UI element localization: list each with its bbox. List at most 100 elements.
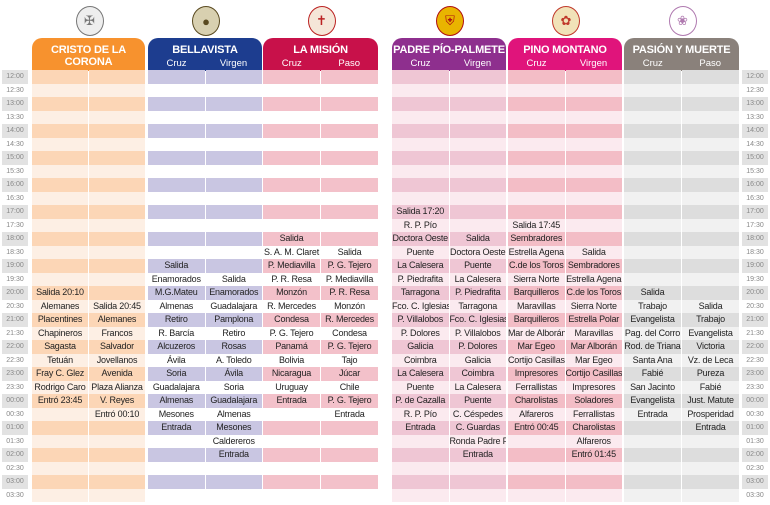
schedule-cell: Mesones — [148, 407, 205, 421]
schedule-cell — [263, 434, 320, 448]
schedule-row — [32, 70, 145, 84]
schedule-row — [508, 475, 622, 489]
schedule-row: Santa Ana Vz. de Leca — [624, 353, 739, 367]
schedule-cell — [32, 164, 88, 178]
schedule-cell: R. P. Pío — [392, 407, 449, 421]
time-label: 22:30 — [746, 356, 764, 364]
schedule-row — [508, 178, 622, 192]
schedule-cell: P. G. Tejero — [321, 394, 378, 408]
schedule-cell: Tetuán — [32, 353, 88, 367]
schedule-row: P. Piedrafita La Calesera — [392, 272, 506, 286]
schedule-cell — [89, 488, 145, 502]
schedule-cell: Ávila — [148, 353, 205, 367]
schedule-cell — [263, 110, 320, 124]
schedule-row: Mar de Alborán Maravillas — [508, 326, 622, 340]
schedule-cell: P. Piedrafita — [449, 286, 506, 300]
time-label: 00:00 — [2, 394, 28, 408]
schedule-cell — [148, 205, 205, 219]
schedule-row — [32, 259, 145, 273]
schedule-cell: Puente — [392, 245, 449, 259]
schedule-cell — [321, 434, 378, 448]
time-label: 22:00 — [742, 340, 768, 354]
schedule-cell — [624, 191, 681, 205]
time-label: 19:30 — [746, 275, 764, 283]
schedule-row — [32, 178, 145, 192]
schedule-cell — [205, 124, 262, 138]
schedule-row: Galicia P. Dolores — [392, 340, 506, 354]
time-label: 17:00 — [2, 205, 28, 219]
schedule-cell: Pureza — [682, 367, 739, 381]
schedule-row: Entrada — [392, 448, 506, 462]
schedule-row — [624, 70, 739, 84]
schedule-cell — [205, 259, 262, 273]
schedule-cell — [89, 286, 145, 300]
schedule-cell — [565, 475, 622, 489]
time-label: 20:00 — [2, 286, 28, 300]
schedule-row: Almenas Guadalajara — [148, 394, 262, 408]
schedule-cell — [148, 164, 205, 178]
time-column-left: 12:00 12:30 13:00 13:30 14:00 14:30 15:00 15:30… — [2, 70, 28, 502]
schedule-cell: M.G.Mateu — [148, 286, 205, 300]
schedule-row — [392, 151, 506, 165]
schedule-cell: La Calesera — [392, 259, 449, 273]
brotherhood-schedule: Salida 17:45 Sembradores Estrella Agena Sal… — [508, 70, 622, 502]
schedule-row: Nicaragua Júcar — [263, 367, 378, 381]
schedule-cell: Mar Egeo — [508, 340, 565, 354]
schedule-cell — [32, 178, 88, 192]
schedule-cell — [682, 70, 739, 84]
schedule-cell — [682, 205, 739, 219]
time-label: 22:30 — [6, 356, 24, 364]
schedule-cell: Fco. C. Iglesias — [449, 313, 506, 327]
schedule-row — [263, 124, 378, 138]
schedule-cell — [449, 164, 506, 178]
time-label: 19:00 — [742, 259, 768, 273]
time-label: 19:30 — [6, 275, 24, 283]
schedule-row — [624, 124, 739, 138]
schedule-cell: Maravillas — [565, 326, 622, 340]
schedule-cell — [205, 245, 262, 259]
schedule-cell: Cortijo Casillas — [508, 353, 565, 367]
schedule-cell: Almenas — [205, 407, 262, 421]
schedule-cell: Puente — [449, 394, 506, 408]
schedule-cell: Fray C. Glez — [32, 367, 88, 381]
schedule-row — [32, 191, 145, 205]
time-label: 21:00 — [2, 313, 28, 327]
schedule-cell — [321, 151, 378, 165]
time-label: 02:30 — [6, 464, 24, 472]
schedule-row: Sagasta Salvador — [32, 340, 145, 354]
schedule-row — [148, 124, 262, 138]
time-label: 03:30 — [746, 491, 764, 499]
schedule-cell: Sierra Norte — [508, 272, 565, 286]
schedule-row — [392, 164, 506, 178]
schedule-cell — [321, 191, 378, 205]
schedule-cell: Salida 20:10 — [32, 286, 88, 300]
brotherhood-schedule: Salida 20:10 Alemanes Salida 20:45 Placenti… — [32, 70, 145, 502]
schedule-cell — [682, 218, 739, 232]
schedule-cell: C. Guardas — [449, 421, 506, 435]
schedule-cell — [32, 151, 88, 165]
schedule-cell: Cortijo Casillas — [565, 367, 622, 381]
schedule-cell — [508, 475, 565, 489]
schedule-cell — [89, 124, 145, 138]
schedule-cell — [148, 70, 205, 84]
schedule-row: Salida 17:20 — [392, 205, 506, 219]
schedule-row: Charolistas Soladores — [508, 394, 622, 408]
schedule-cell — [449, 137, 506, 151]
time-label: 12:30 — [746, 86, 764, 94]
schedule-cell: Alemanes — [89, 313, 145, 327]
schedule-row: Barquilleros Estrella Polar — [508, 313, 622, 327]
schedule-cell — [624, 245, 681, 259]
schedule-cell — [624, 137, 681, 151]
schedule-cell: Guadalajara — [205, 299, 262, 313]
schedule-cell: Alemanes — [32, 299, 88, 313]
schedule-cell — [682, 448, 739, 462]
schedule-row — [508, 164, 622, 178]
schedule-row: M.G.Mateu Enamorados — [148, 286, 262, 300]
schedule-cell: S. A. M. Claret — [263, 245, 320, 259]
time-label: 00:00 — [742, 394, 768, 408]
schedule-cell — [263, 421, 320, 435]
schedule-cell — [89, 205, 145, 219]
schedule-cell: Galicia — [449, 353, 506, 367]
schedule-cell: Mar Alborán — [565, 340, 622, 354]
schedule-row — [624, 83, 739, 97]
